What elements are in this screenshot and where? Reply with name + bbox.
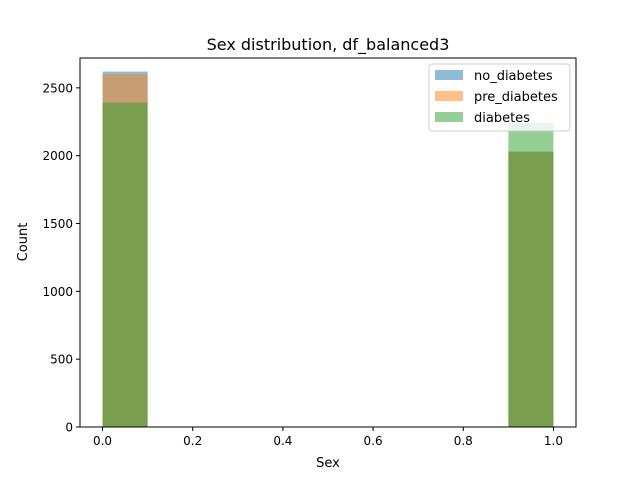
- y-tick-label: 0: [65, 421, 73, 435]
- legend-swatch-pre_diabetes: [435, 91, 463, 101]
- x-tick-label: 0.0: [93, 434, 112, 448]
- y-tick-label: 1000: [42, 285, 73, 299]
- y-tick-label: 2500: [42, 81, 73, 95]
- y-tick-label: 1500: [42, 217, 73, 231]
- x-axis-label: Sex: [316, 456, 340, 471]
- x-tick-label: 0.2: [183, 434, 202, 448]
- x-tick-label: 0.8: [454, 434, 473, 448]
- plot-frame: [79, 57, 577, 428]
- legend-swatch-diabetes: [435, 112, 463, 122]
- bar-diabetes-bin-1: [508, 123, 554, 427]
- legend-label-no_diabetes: no_diabetes: [474, 69, 553, 84]
- y-tick-label: 2000: [42, 149, 73, 163]
- chart-title: Sex distribution, df_balanced3: [207, 35, 450, 55]
- x-tick-label: 0.6: [364, 434, 383, 448]
- bars-layer: [102, 71, 554, 428]
- y-axis: 0 500 1000 1500 2000 2500: [42, 81, 80, 435]
- legend-swatch-no_diabetes: [435, 70, 463, 80]
- legend-label-diabetes: diabetes: [474, 111, 530, 126]
- x-tick-label: 1.0: [544, 434, 563, 448]
- legend-box: [428, 63, 571, 132]
- legend-label-pre_diabetes: pre_diabetes: [474, 90, 558, 105]
- y-axis-label: Count: [16, 223, 31, 262]
- legend: no_diabetes pre_diabetes diabetes: [428, 63, 571, 132]
- y-tick-label: 500: [50, 353, 73, 367]
- x-axis: 0.0 0.2 0.4 0.6 0.8 1.0: [93, 427, 563, 448]
- x-tick-label: 0.4: [273, 434, 292, 448]
- bar-diabetes-bin-0: [102, 102, 148, 428]
